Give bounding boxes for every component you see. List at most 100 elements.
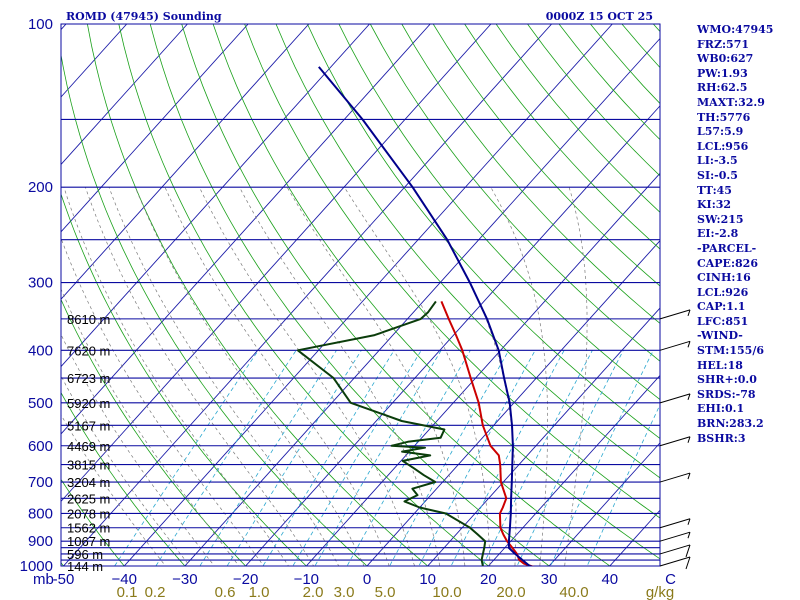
wind-barb-staff	[659, 556, 691, 567]
wind-barb-staff	[659, 531, 691, 542]
wind-barb	[659, 472, 691, 483]
temperature-tick-label: -50	[53, 571, 75, 588]
wind-barb-half	[687, 309, 691, 317]
pressure-tick-label: 800	[28, 505, 53, 522]
isotherm-line	[62, 24, 552, 566]
mixing-ratio-label: 5.0	[375, 584, 396, 600]
mixing-ratio-line	[550, 350, 654, 566]
index-item: TH:5776	[697, 110, 751, 124]
index-item: CAP:1.1	[697, 300, 746, 314]
wind-barb-half	[687, 393, 691, 400]
wind-barb	[659, 436, 691, 447]
isotherm-line	[61, 24, 370, 368]
mixing-ratio-line	[516, 350, 624, 566]
moist-adiabat-line	[61, 333, 215, 566]
moist-adiabat-line	[61, 237, 265, 566]
wind-barb-flag	[685, 556, 691, 570]
altitude-label: 596 m	[67, 547, 103, 562]
mixing-ratio-line	[450, 350, 565, 566]
pressure-tick-label: 200	[28, 179, 53, 196]
altitude-label: 1067 m	[67, 534, 110, 549]
wind-barb-flag	[685, 544, 691, 558]
moist-adiabat-line	[134, 187, 365, 566]
dry-adiabat-line	[432, 24, 660, 287]
pressure-tick-label: 100	[28, 16, 53, 33]
index-item: STM:155/6	[697, 344, 764, 358]
index-item: WB0:627	[697, 52, 754, 66]
dewpoint-line	[296, 300, 487, 566]
dry-adiabat-line	[181, 24, 611, 566]
dry-adiabat-line	[61, 478, 125, 566]
mixing-ratio-line	[418, 350, 536, 566]
pressure-tick-label: 500	[28, 395, 53, 412]
isotherm-line	[548, 442, 660, 566]
wind-barb-half	[687, 472, 691, 480]
parcel-line	[318, 66, 534, 566]
wind-barb	[659, 309, 691, 320]
indices-list: WMO:47945 FRZ:571 WB0:627 PW:1.93 RH:62.5 MAX…	[697, 23, 797, 446]
mixing-ratio-line	[226, 350, 362, 566]
index-item: LFC:851	[697, 314, 749, 328]
mixing-ratio-label: 40.0	[559, 584, 588, 600]
temperature-tick-label: −20	[233, 571, 258, 588]
moist-adiabat-line	[61, 413, 166, 566]
dry-adiabat-line	[118, 24, 490, 566]
wind-barb-staff	[659, 393, 691, 404]
mixing-ratio-label: 20.0	[496, 584, 525, 600]
temperature-tick-label: −10	[294, 571, 319, 588]
moist-adiabat-line	[61, 288, 240, 566]
index-item: PW:1.93	[697, 66, 748, 80]
altitude-label: 1562 m	[67, 521, 110, 536]
altitude-label: 7620 m	[67, 343, 110, 358]
mixing-ratio-line	[155, 350, 297, 566]
isotherm-line	[61, 24, 249, 233]
dry-adiabat-line	[464, 24, 660, 250]
wind-barb	[659, 531, 691, 542]
pressure-unit-label: mb	[33, 571, 54, 588]
wind-barb	[659, 544, 691, 558]
pressure-tick-label: 1000	[20, 558, 53, 575]
isotherm-line	[427, 307, 660, 566]
wind-barb-staff	[659, 309, 691, 320]
moist-adiabat-line	[564, 187, 588, 566]
index-item: CINH:16	[697, 271, 751, 285]
index-item: SW:215	[697, 212, 744, 226]
dry-adiabat-line	[212, 24, 660, 560]
pressure-tick-label: 300	[28, 275, 53, 292]
moist-adiabat-line	[108, 187, 340, 566]
index-item: SRDS:-78	[697, 387, 756, 401]
pressure-tick-label: 400	[28, 342, 53, 359]
mixing-ratio-label: 0.6	[215, 584, 236, 600]
isotherm-line	[61, 24, 310, 300]
pressure-tick-label: 700	[28, 474, 53, 491]
dry-adiabat-line	[149, 24, 550, 566]
wind-barb	[659, 393, 691, 404]
mixing-ratio-line	[482, 350, 593, 566]
wind-barb-half	[687, 341, 691, 348]
mixing-ratio-line	[199, 350, 337, 566]
dry-adiabat-line	[61, 298, 247, 566]
moist-adiabat-line	[239, 187, 441, 566]
index-item: -PARCEL-	[697, 241, 757, 255]
altitude-label: 8610 m	[67, 312, 110, 327]
wind-barb-staff	[659, 436, 691, 447]
moist-adiabat-line	[344, 187, 491, 566]
moist-adiabat-line	[61, 375, 191, 566]
pressure-tick-label: 600	[28, 438, 53, 455]
mixing-ratio-line	[292, 350, 422, 566]
index-item: EI:-2.8	[697, 227, 739, 241]
mixing-ratio-unit: g/kg	[646, 584, 674, 600]
moist-adiabat-line	[490, 187, 548, 566]
altitude-label: 5167 m	[67, 418, 110, 433]
index-item: EHI:0.1	[697, 402, 745, 416]
moist-adiabat-line	[85, 187, 315, 566]
temperature-tick-label: 40	[601, 571, 618, 588]
altitude-label: 6723 m	[67, 371, 110, 386]
altitude-label: 144 m	[67, 559, 103, 574]
dry-adiabat-line	[369, 24, 660, 362]
index-item: CAPE:826	[697, 256, 758, 270]
dry-adiabat-line	[401, 24, 660, 324]
wind-barb-staff	[659, 544, 691, 555]
dry-adiabat-line	[338, 24, 660, 401]
